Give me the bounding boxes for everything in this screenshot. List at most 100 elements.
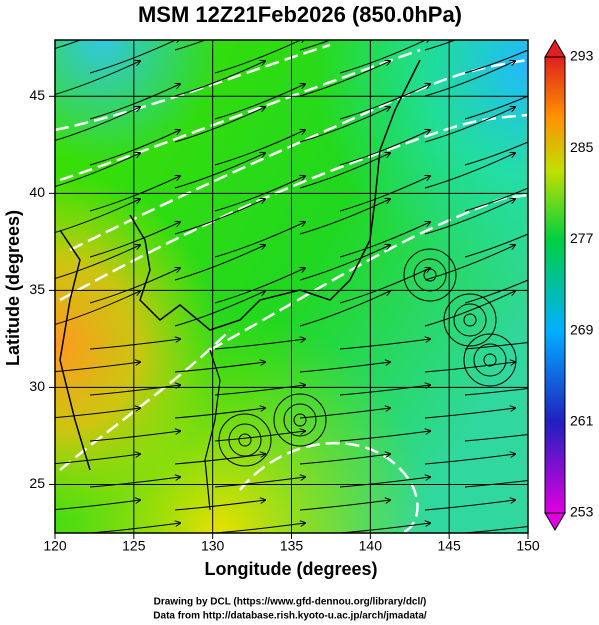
vortex [228, 423, 262, 457]
streamline [339, 222, 430, 258]
streamline [55, 408, 140, 419]
streamline [174, 40, 207, 51]
streamline [214, 84, 305, 120]
vortex [463, 333, 517, 387]
streamline [299, 153, 390, 189]
streamline [55, 362, 140, 373]
streamline [55, 245, 140, 280]
x-tick-label: 120 [43, 538, 67, 554]
streamline [464, 187, 528, 212]
streamline [214, 477, 305, 488]
streamline [299, 199, 390, 235]
streamline [424, 61, 515, 97]
streamline [339, 40, 430, 74]
streamline [424, 245, 515, 281]
colorbar-tick-label: 253 [570, 504, 594, 520]
streamline [464, 141, 528, 166]
streamline [55, 153, 140, 188]
vortex [273, 393, 327, 447]
vortex [453, 303, 487, 337]
streamline [464, 49, 528, 74]
streamline [55, 500, 140, 511]
streamline [55, 40, 82, 50]
colorbar-tick-label: 277 [570, 230, 594, 246]
streamline [174, 362, 265, 373]
streamline [174, 107, 265, 143]
x-tick-label: 125 [122, 538, 146, 554]
streamline [424, 362, 515, 373]
streamline [339, 176, 430, 212]
streamline [89, 40, 180, 74]
vortex [463, 313, 477, 327]
streamline [214, 385, 305, 396]
streamline [339, 339, 430, 350]
streamline [424, 199, 515, 235]
colorbar [544, 56, 566, 514]
colorbar-max-arrow [544, 39, 566, 58]
streamline [89, 176, 180, 212]
streamline [339, 431, 430, 442]
x-axis-title: Longitude (degrees) [204, 559, 377, 579]
streamline [464, 479, 528, 488]
y-tick-label: 40 [29, 184, 45, 200]
streamline [299, 245, 390, 281]
streamline [464, 95, 528, 120]
colorbar-min-arrow [544, 512, 566, 531]
streamline [339, 84, 430, 120]
streamline [299, 61, 390, 97]
streamline [214, 222, 305, 258]
y-tick-label: 35 [29, 281, 45, 297]
streamline [174, 291, 265, 327]
x-tick-label: 140 [359, 538, 383, 554]
streamline [299, 362, 390, 373]
streamline [424, 454, 515, 465]
streamline [464, 387, 528, 396]
vortex [218, 413, 272, 467]
streamline [214, 431, 305, 442]
colorbar-tick-label: 261 [570, 413, 594, 429]
streamline [339, 130, 430, 166]
streamline [299, 107, 390, 143]
streamline [89, 431, 180, 442]
streamline [464, 233, 528, 258]
streamline [89, 84, 180, 120]
vortex [283, 403, 317, 437]
y-tick-label: 45 [29, 87, 45, 103]
vortex [413, 258, 447, 292]
vortex [293, 413, 307, 427]
streamline [214, 130, 305, 166]
y-tick-label: 30 [29, 378, 45, 394]
y-tick-label: 25 [29, 475, 45, 491]
streamline [214, 40, 305, 74]
streamline [89, 385, 180, 396]
streamline [214, 339, 305, 350]
vortex [238, 433, 252, 447]
x-tick-label: 130 [201, 538, 225, 554]
streamline [174, 500, 265, 511]
streamline [174, 61, 265, 97]
streamline [339, 268, 430, 304]
streamline [464, 341, 528, 350]
streamline [299, 40, 332, 51]
streamline [174, 199, 265, 235]
vortex [443, 293, 497, 347]
streamline [214, 268, 305, 304]
streamline [174, 454, 265, 465]
streamline [89, 222, 180, 258]
streamline [464, 433, 528, 442]
colorbar-tick-label: 293 [570, 48, 594, 64]
streamline [89, 130, 180, 166]
streamline [299, 408, 390, 419]
vortex [403, 248, 457, 302]
streamline [424, 408, 515, 419]
streamline [174, 245, 265, 281]
streamline [299, 500, 390, 511]
streamline [89, 339, 180, 350]
streamline [89, 268, 180, 304]
vortex [483, 353, 497, 367]
map-field [55, 40, 528, 533]
streamline [339, 385, 430, 396]
streamline [55, 454, 140, 465]
streamline [424, 40, 457, 51]
